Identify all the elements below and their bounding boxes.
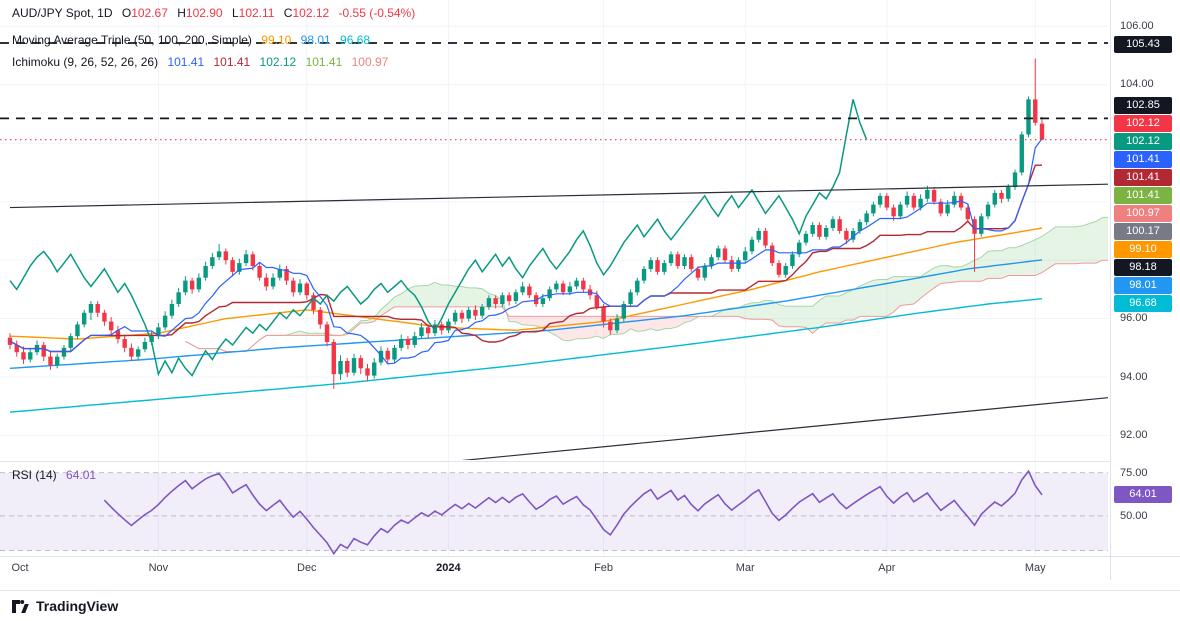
- ma200-value: 96.68: [340, 33, 371, 47]
- price-tick: 104.00: [1120, 78, 1154, 90]
- ichimoku-leada-value: 101.41: [305, 55, 343, 69]
- time-label: Mar: [735, 562, 755, 574]
- ohlc-high: H102.90: [177, 6, 223, 20]
- ma50-value: 99.10: [261, 33, 292, 47]
- ichimoku-legend-row[interactable]: Ichimoku (9, 26, 52, 26, 26) 101.41 101.…: [12, 55, 388, 69]
- time-label: Dec: [297, 562, 317, 574]
- rsi-legend-row[interactable]: RSI (14) 64.01: [12, 468, 96, 482]
- bottom-toolbar: TradingView: [0, 590, 1180, 621]
- price-label-badge: 105.43: [1114, 36, 1172, 53]
- price-label-badge: 98.18: [1114, 259, 1172, 276]
- rsi-tick: 50.00: [1120, 510, 1148, 522]
- time-label: Oct: [11, 562, 29, 574]
- time-label: May: [1024, 562, 1046, 574]
- price-label-badge: 98.01: [1114, 277, 1172, 294]
- price-axis[interactable]: 106.00 104.00 96.00 94.00 92.00 105.43 1…: [1112, 0, 1180, 580]
- price-tick: 96.00: [1120, 312, 1148, 324]
- ichimoku-base-value: 101.41: [213, 55, 251, 69]
- ma-indicator-title: Moving Average Triple (50, 100, 200, Sim…: [12, 33, 252, 47]
- time-label: Nov: [148, 562, 169, 574]
- price-label-badge: 102.12: [1114, 133, 1172, 150]
- price-label-badge: 100.97: [1114, 205, 1172, 222]
- ohlc-low: L102.11: [231, 6, 275, 20]
- price-label-badge: 100.17: [1114, 223, 1172, 240]
- ma-legend-row[interactable]: Moving Average Triple (50, 100, 200, Sim…: [12, 33, 370, 47]
- price-label-badge: 96.68: [1114, 295, 1172, 312]
- rsi-tick: 75.00: [1120, 467, 1148, 479]
- price-tick: 92.00: [1120, 429, 1148, 441]
- price-label-badge: 101.41: [1114, 187, 1172, 204]
- time-axis[interactable]: Oct Nov Dec 2024 Feb Mar Apr May: [0, 557, 1110, 581]
- ohlc-open: O102.67: [121, 6, 168, 20]
- price-change: -0.55 (-0.54%): [338, 6, 416, 20]
- ichimoku-indicator-title: Ichimoku (9, 26, 52, 26, 26): [12, 55, 159, 69]
- chart-canvas[interactable]: [0, 0, 1180, 590]
- time-label: Apr: [878, 562, 896, 574]
- symbol-legend-row[interactable]: AUD/JPY Spot, 1D O102.67 H102.90 L102.11…: [12, 6, 415, 20]
- time-label: 2024: [436, 562, 461, 574]
- ichimoku-conversion-value: 101.41: [167, 55, 205, 69]
- last-price-badge: 102.12: [1114, 115, 1172, 132]
- ichimoku-lagging-value: 102.12: [259, 55, 297, 69]
- rsi-indicator-title: RSI (14): [12, 468, 57, 482]
- price-label-badge: 102.85: [1114, 97, 1172, 114]
- rsi-value: 64.01: [66, 468, 97, 482]
- price-tick: 94.00: [1120, 371, 1148, 383]
- price-tick: 106.00: [1120, 20, 1154, 32]
- price-label-badge: 99.10: [1114, 241, 1172, 258]
- ichimoku-leadb-value: 100.97: [351, 55, 389, 69]
- time-label: Feb: [594, 562, 614, 574]
- price-label-badge: 101.41: [1114, 151, 1172, 168]
- rsi-value-badge: 64.01: [1114, 486, 1172, 503]
- tradingview-brand-text[interactable]: TradingView: [36, 598, 119, 614]
- tradingview-logo-icon[interactable]: [12, 599, 29, 614]
- ohlc-close: C102.12: [283, 6, 330, 20]
- ma100-value: 98.01: [300, 33, 331, 47]
- symbol-title: AUD/JPY Spot, 1D: [12, 6, 113, 20]
- price-label-badge: 101.41: [1114, 169, 1172, 186]
